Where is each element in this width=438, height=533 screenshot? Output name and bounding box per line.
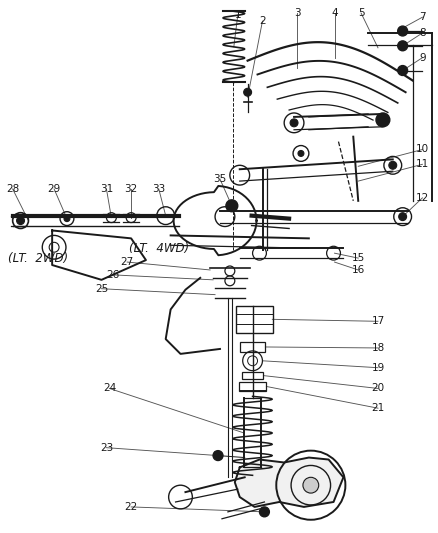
Text: 32: 32 [124, 184, 138, 194]
Text: 35: 35 [213, 174, 226, 184]
Circle shape [397, 41, 406, 51]
Text: 33: 33 [152, 184, 165, 194]
Circle shape [375, 113, 389, 127]
Text: 15: 15 [351, 253, 364, 263]
Circle shape [17, 216, 25, 224]
Circle shape [259, 507, 269, 517]
Text: 8: 8 [418, 28, 425, 38]
Text: 22: 22 [124, 502, 138, 512]
Bar [238, 382, 266, 391]
Circle shape [212, 450, 223, 461]
Text: 10: 10 [415, 144, 428, 155]
Circle shape [297, 150, 303, 156]
Text: 7: 7 [418, 12, 425, 22]
Text: 20: 20 [371, 383, 384, 393]
Bar [235, 305, 273, 333]
Text: 29: 29 [47, 184, 60, 194]
Bar [241, 372, 263, 379]
Text: 28: 28 [6, 184, 19, 194]
Text: 18: 18 [371, 343, 384, 353]
Text: (LT.  2WD): (LT. 2WD) [8, 252, 68, 264]
Circle shape [243, 88, 251, 96]
Text: 16: 16 [351, 265, 364, 275]
Circle shape [64, 216, 70, 222]
Text: 3: 3 [293, 8, 300, 18]
Text: 9: 9 [418, 53, 425, 63]
Circle shape [388, 161, 396, 169]
Text: 27: 27 [120, 257, 134, 267]
Text: 11: 11 [415, 159, 428, 169]
Text: 31: 31 [99, 184, 113, 194]
Text: 1: 1 [234, 10, 240, 20]
Text: 26: 26 [106, 270, 120, 280]
Text: 19: 19 [371, 362, 384, 373]
Text: 17: 17 [371, 316, 384, 326]
Text: 23: 23 [99, 443, 113, 453]
Text: 5: 5 [357, 8, 364, 18]
Text: 24: 24 [102, 383, 116, 393]
Circle shape [398, 213, 406, 221]
Circle shape [226, 200, 237, 212]
Text: 21: 21 [371, 403, 384, 413]
Text: (LT.  4WD): (LT. 4WD) [129, 242, 189, 255]
Polygon shape [234, 457, 343, 507]
Circle shape [290, 119, 297, 127]
Circle shape [397, 66, 406, 76]
Text: 12: 12 [415, 193, 428, 203]
Circle shape [302, 477, 318, 493]
Circle shape [397, 26, 406, 36]
Bar [239, 342, 265, 352]
Text: 25: 25 [95, 284, 108, 294]
Text: 4: 4 [330, 8, 337, 18]
Text: 2: 2 [258, 16, 265, 26]
